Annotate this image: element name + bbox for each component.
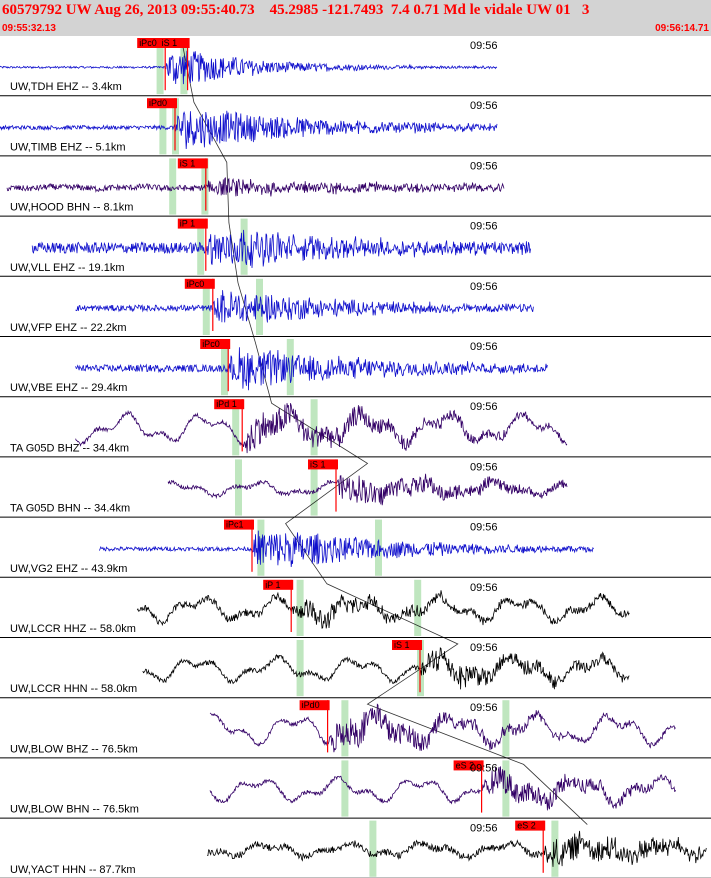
pick-label: eS 2: [517, 821, 536, 831]
time-tick-label: 09:56: [470, 40, 498, 52]
pick-label-box: [224, 519, 254, 530]
station-label: UW,VBE EHZ -- 29.4km: [10, 382, 127, 394]
pick-window: [296, 640, 304, 697]
time-tick-label: 09:56: [470, 100, 498, 112]
time-tick-label: 09:56: [470, 702, 498, 714]
pick-label-box: [214, 399, 245, 410]
pick-label-box: [137, 38, 168, 48]
pick-window: [551, 820, 559, 877]
time-tick-label: 09:56: [470, 642, 498, 654]
pick-label: iS 1: [394, 640, 410, 650]
pick-window: [240, 218, 248, 275]
station-label: TA G05D BHZ -- 34.4km: [10, 442, 129, 454]
pick-label: iS 1: [310, 459, 326, 469]
seismic-trace: [31, 229, 531, 269]
time-tick-label: 09:56: [470, 823, 498, 835]
start-time-label: 09:55:32.13: [2, 23, 56, 34]
station-label: UW,VFP EHZ -- 22.2km: [10, 322, 127, 334]
pick-label: iPc0: [202, 339, 220, 349]
station-label: UW,VLL EHZ -- 19.1km: [10, 262, 125, 274]
pick-label-box: [299, 700, 330, 711]
pick-window: [502, 700, 510, 757]
pick-window: [341, 760, 349, 817]
station-label: UW,LCCR HHN -- 58.0km: [10, 683, 137, 695]
time-tick-label: 09:56: [470, 341, 498, 353]
pick-window: [310, 459, 318, 516]
pick-window: [286, 339, 294, 396]
event-header: 60579792 UW Aug 26, 2013 09:55:40.73 45.…: [0, 0, 711, 36]
pick-label: iPc0: [139, 38, 157, 48]
event-title: 60579792 UW Aug 26, 2013 09:55:40.73 45.…: [2, 2, 590, 18]
seismic-trace: [136, 590, 630, 629]
pick-window: [502, 760, 510, 817]
pick-label: iPc0: [187, 279, 205, 289]
pick-label-box: [200, 339, 231, 349]
seismic-trace: [6, 177, 505, 197]
time-tick-label: 09:56: [470, 582, 498, 594]
station-label: UW,VG2 EHZ -- 43.9km: [10, 563, 127, 575]
time-tick-label: 09:56: [470, 281, 498, 293]
time-tick-label: 09:56: [470, 522, 498, 534]
pick-label: iS 1: [180, 158, 196, 168]
pick-label-box: [177, 218, 208, 229]
pick-label-box: [515, 820, 546, 831]
pick-window: [310, 399, 318, 456]
pick-window: [156, 38, 164, 95]
pick-window: [375, 519, 382, 576]
time-tick-label: 09:56: [470, 221, 498, 233]
time-tick-label: 09:56: [470, 160, 498, 172]
seismic-trace: [0, 50, 498, 85]
seismic-trace: [167, 473, 568, 506]
pick-window: [232, 399, 240, 456]
station-label: UW,BLOW BHN -- 76.5km: [10, 804, 139, 816]
pick-label: iPd0: [149, 98, 167, 108]
time-tick-label: 09:56: [470, 461, 498, 473]
pick-label-box: [308, 459, 338, 470]
seismic-trace: [75, 347, 548, 391]
pick-label-box: [184, 278, 215, 289]
station-label: UW,TDH EHZ -- 3.4km: [10, 81, 122, 93]
time-tick-label: 09:56: [470, 762, 498, 774]
pick-label-box: [159, 38, 190, 48]
station-label: UW,HOOD BHN -- 8.1km: [10, 202, 133, 214]
seismic-trace: [207, 830, 707, 867]
seismic-trace: [75, 403, 568, 454]
pick-label-box: [147, 98, 177, 109]
seismic-trace: [99, 530, 594, 568]
pick-label: iS 1: [162, 38, 178, 48]
pick-window: [159, 98, 167, 155]
seismic-trace: [209, 766, 676, 811]
station-label: UW,YACT HHN -- 87.7km: [10, 864, 136, 876]
pick-label-box: [392, 640, 422, 650]
pick-label: iP 1: [265, 580, 280, 590]
seismic-trace: [209, 703, 676, 753]
time-tick-label: 09:56: [470, 401, 498, 413]
seismic-trace: [0, 110, 498, 150]
station-label: UW,LCCR HHZ -- 58.0km: [10, 623, 136, 635]
pick-label: eS 2: [456, 760, 475, 770]
pick-label-box: [453, 760, 484, 771]
pick-window: [169, 158, 177, 215]
station-label: UW,BLOW BHZ -- 76.5km: [10, 743, 138, 755]
seismic-trace: [142, 647, 630, 690]
pick-label-box: [177, 158, 208, 169]
end-time-label: 09:56:14.71: [655, 23, 709, 34]
pick-label: iPc1: [226, 520, 244, 530]
pick-window: [341, 700, 349, 757]
pick-window: [296, 579, 304, 636]
pick-label: iP 1: [180, 219, 195, 229]
pick-label: iPd0: [302, 700, 320, 710]
pick-label: iPd 1: [216, 399, 237, 409]
seismic-trace: [75, 290, 534, 323]
station-label: TA G05D BHN -- 34.4km: [10, 503, 130, 515]
station-label: UW,TIMB EHZ -- 5.1km: [10, 141, 126, 153]
pick-label-box: [263, 579, 294, 590]
pick-window: [369, 820, 377, 877]
trace-plot: iPc0 iS 1 09:56 UW,TDH EHZ -- 3.4km iPd0 09:5…: [0, 38, 711, 878]
